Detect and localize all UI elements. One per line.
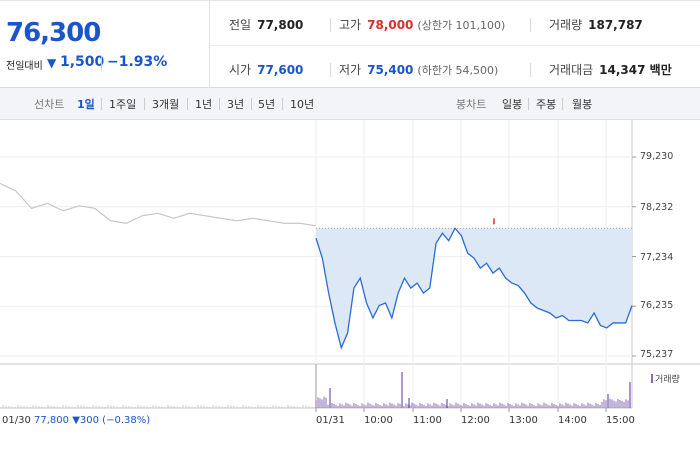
y-tick-label: 79,230 [640,151,674,162]
divider [530,63,531,77]
divider [219,98,220,110]
divider [251,98,252,110]
diff-percent: −1.93% [107,54,168,70]
volume-legend: 거래량 [651,372,680,385]
stat-prev-close: 전일 77,800 [229,16,303,33]
prev-close: 77,800 [34,415,70,426]
x-tick-label: 13:00 [509,415,538,426]
stat-open: 시가 77,600 [229,61,303,78]
tab-3year[interactable]: 3년 [227,98,245,111]
x-tick-label: 12:00 [461,415,490,426]
tab-monthly-candle[interactable]: 월봉 [572,98,593,111]
today-line [315,227,633,350]
prev-day-line [0,182,317,227]
stat-label: 고가 [339,18,362,32]
stat-value: 75,400 [367,63,414,77]
x-tick-label: 01/31 [316,415,345,426]
tab-1week[interactable]: 1주일 [109,98,137,111]
chart-period-tabs: 선차트 1일 1주일 3개월 1년 3년 5년 10년 봉차트 일봉 주봉 월봉 [0,88,700,120]
stat-label: 거래량 [549,18,583,32]
divider [187,98,188,110]
divider [330,63,331,77]
divider [101,98,102,110]
prev-change: ▼300 [72,415,99,426]
tab-1day[interactable]: 1일 [77,98,95,111]
divider [562,98,563,110]
stat-amount: 거래대금 14,347 백만 [549,61,672,78]
stat-label: 거래대금 [549,63,594,77]
prev-date: 01/30 [2,415,31,426]
stat-value: 77,600 [257,63,304,77]
diff-label: 전일대비 [6,61,43,72]
current-price: 76,300 [6,18,101,48]
stat-low: 저가 75,400 (하한가 54,500) [339,61,498,78]
tab-3month[interactable]: 3개월 [152,98,180,111]
upper-limit: (상한가 101,100) [417,19,506,32]
diff-value: 1,500 [60,54,105,70]
divider [528,98,529,110]
stat-label: 시가 [229,63,252,77]
divider [210,45,700,46]
y-tick-label: 77,234 [640,252,674,263]
tab-weekly-candle[interactable]: 주봉 [536,98,557,111]
tab-5year[interactable]: 5년 [258,98,276,111]
y-tick-label: 78,232 [640,202,674,213]
x-tick-label: 14:00 [558,415,587,426]
quote-summary: 76,300 전일대비 ▼ 1,500 −1.93% 전일 77,800 고가 78… [0,0,700,89]
stat-label: 전일 [229,18,252,32]
y-tick-label: 76,235 [640,300,674,311]
volume-legend-swatch [651,374,653,383]
prev-day-summary: 01/30 77,800 ▼300 (−0.38%) [2,415,150,426]
today-area [316,228,632,348]
tab-daily-candle[interactable]: 일봉 [502,98,523,111]
tab-1year[interactable]: 1년 [195,98,213,111]
divider [101,56,102,70]
prev-percent: (−0.38%) [102,415,151,426]
line-chart-label: 선차트 [34,98,65,111]
divider [530,18,531,32]
price-chart [0,120,700,412]
stat-label: 저가 [339,63,362,77]
stat-value: 78,000 [367,18,414,32]
x-tick-label: 15:00 [606,415,635,426]
divider [330,18,331,32]
x-tick-label: 11:00 [413,415,442,426]
divider [282,98,283,110]
lower-limit: (하한가 54,500) [417,64,499,77]
stat-value: 77,800 [257,18,304,32]
stat-value: 14,347 백만 [599,63,672,77]
stat-high: 고가 78,000 (상한가 101,100) [339,16,505,33]
price-box: 76,300 전일대비 ▼ 1,500 −1.93% [0,1,210,89]
stat-value: 187,787 [588,18,643,32]
stat-volume: 거래량 187,787 [549,16,643,33]
candle-chart-label: 봉차트 [456,98,487,111]
down-arrow-icon: ▼ [47,56,57,70]
y-tick-label: 75,237 [640,349,674,360]
x-tick-label: 10:00 [364,415,393,426]
tab-10year[interactable]: 10년 [290,98,315,111]
volume-legend-label: 거래량 [655,375,680,385]
divider [144,98,145,110]
